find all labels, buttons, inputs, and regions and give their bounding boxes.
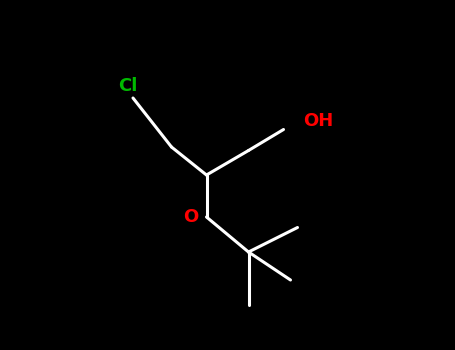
Text: O: O <box>183 208 198 226</box>
Text: OH: OH <box>303 112 333 130</box>
Text: Cl: Cl <box>118 77 137 95</box>
